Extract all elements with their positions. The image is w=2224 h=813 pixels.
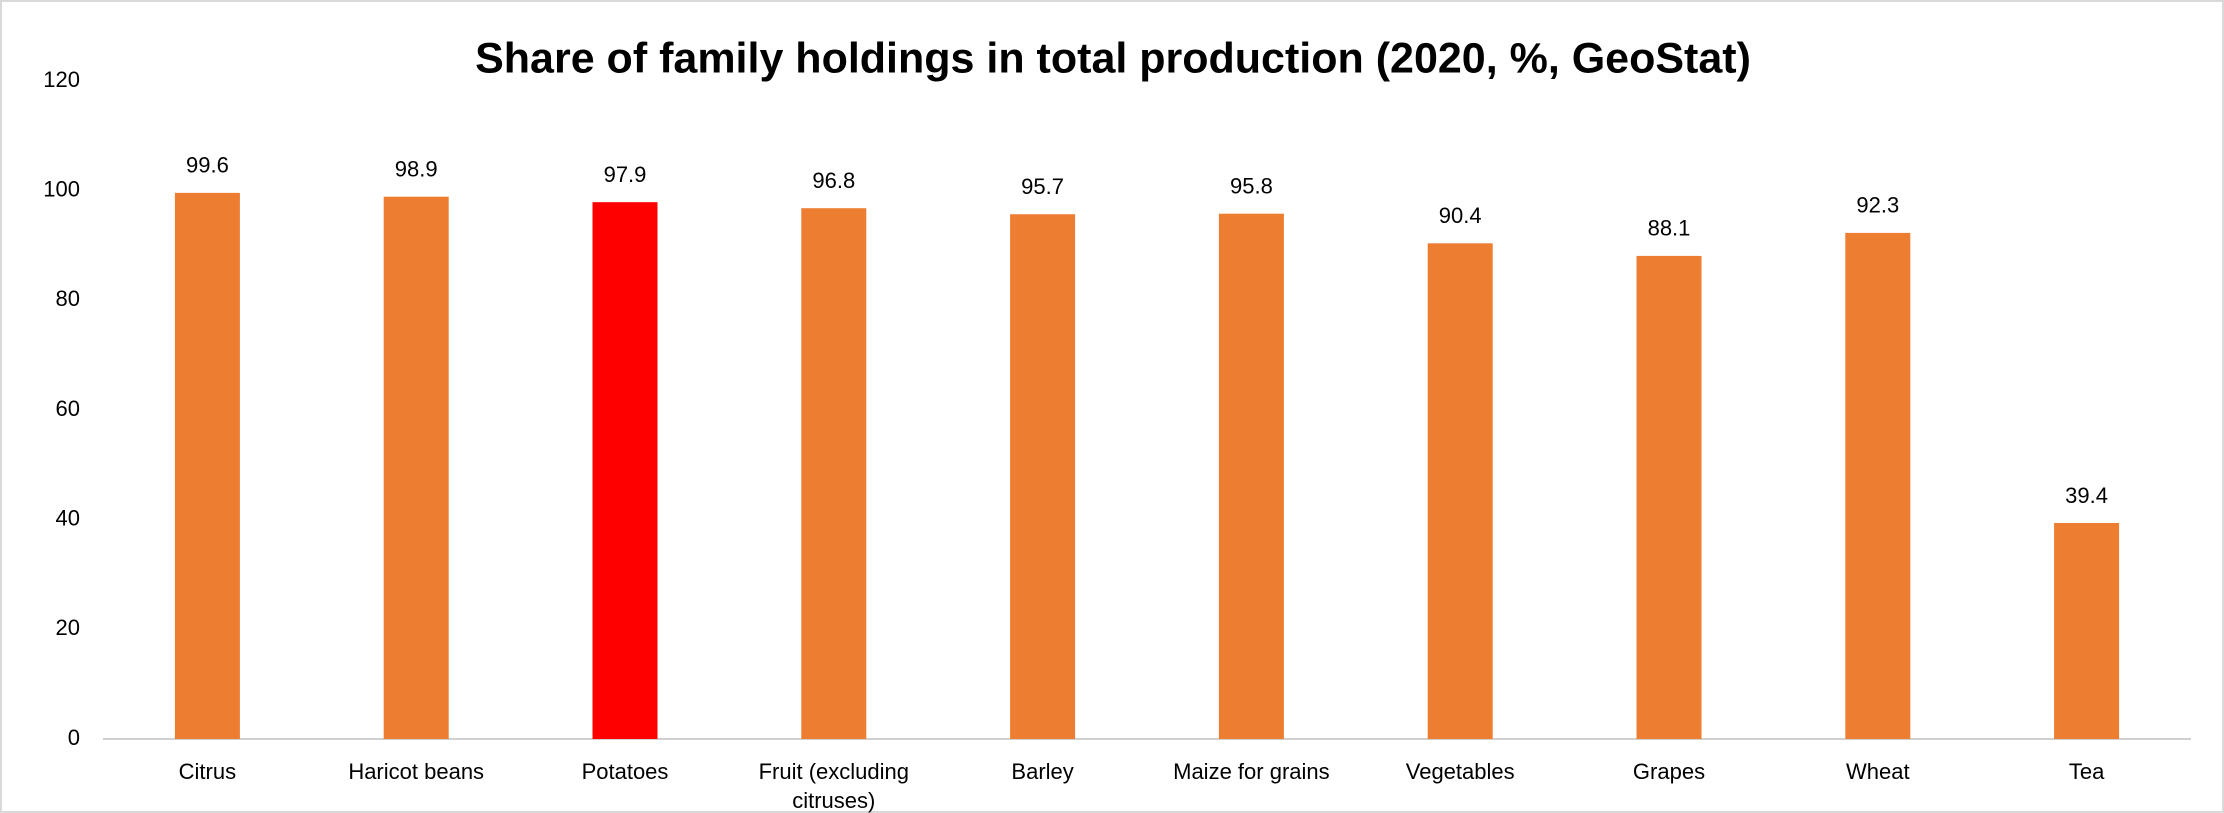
- bar: [592, 202, 658, 740]
- bar: [1218, 213, 1284, 740]
- chart-title: Share of family holdings in total produc…: [475, 34, 1751, 82]
- x-tick-label: Grapes: [1632, 759, 1706, 784]
- data-label: 88.1: [1648, 216, 1691, 241]
- bar: [1427, 243, 1493, 739]
- x-tick-label: Potatoes: [581, 759, 669, 784]
- bar: [2054, 522, 2120, 739]
- data-label: 98.9: [395, 157, 438, 182]
- x-tick-label: Haricot beans: [348, 759, 485, 784]
- x-tick-label: Maize for grains: [1173, 759, 1330, 784]
- x-tick-label: Barley: [1011, 759, 1074, 784]
- x-tick-label: Vegetables: [1405, 759, 1515, 784]
- y-tick-label: 80: [56, 286, 80, 311]
- bar: [1845, 232, 1911, 739]
- y-tick-label: 60: [56, 396, 80, 421]
- y-tick-label: 120: [43, 67, 80, 92]
- bar: [1636, 255, 1702, 739]
- x-tick-label: Tea: [2068, 759, 2105, 784]
- data-label: 95.8: [1230, 174, 1273, 199]
- data-label: 97.9: [604, 162, 647, 187]
- data-label: 99.6: [186, 153, 229, 178]
- data-label: 96.8: [812, 168, 855, 193]
- x-tick-label: Wheat: [1846, 759, 1910, 784]
- data-label: 95.7: [1021, 174, 1064, 199]
- data-label: 92.3: [1856, 193, 1899, 218]
- data-label: 39.4: [2065, 483, 2108, 508]
- bar: [801, 208, 867, 740]
- x-tick-label: Fruit (excluding citruses): [758, 759, 909, 813]
- bar: [1010, 214, 1076, 739]
- y-tick-label: 20: [56, 615, 80, 640]
- y-tick-label: 40: [56, 505, 80, 530]
- bar: [174, 192, 240, 740]
- y-tick-label: 0: [68, 725, 80, 750]
- bar: [383, 196, 449, 739]
- y-tick-label: 100: [43, 176, 80, 201]
- x-tick-label: Citrus: [178, 759, 237, 784]
- data-label: 90.4: [1439, 203, 1482, 228]
